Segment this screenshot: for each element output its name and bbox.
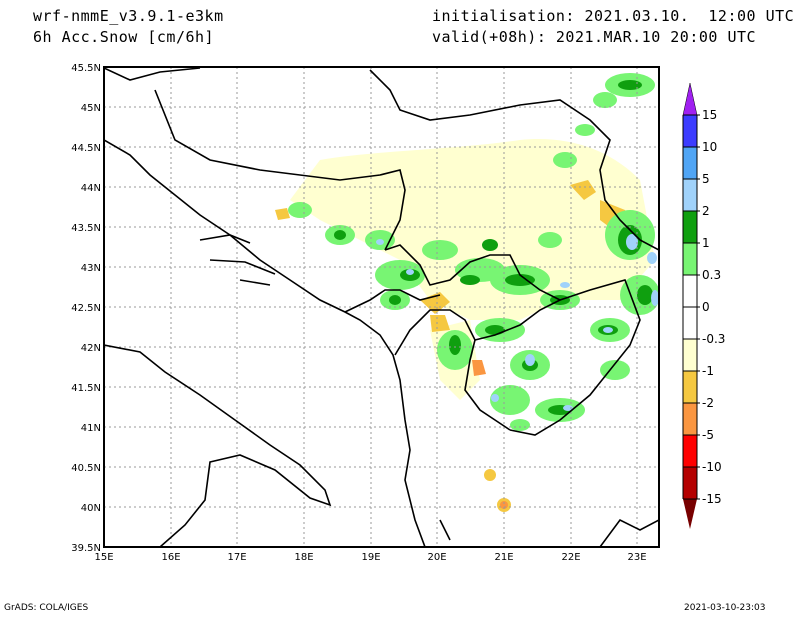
lon-label: 18E (294, 552, 313, 563)
colorbar-segment (683, 435, 697, 467)
lat-label: 43N (81, 263, 101, 274)
colorbar-label: -5 (702, 428, 714, 442)
lat-label: 45N (81, 103, 101, 114)
lat-label: 42N (81, 343, 101, 354)
lat-label: 40N (81, 503, 101, 514)
lat-label: 44.5N (71, 143, 101, 154)
lon-label: 20E (427, 552, 446, 563)
valid-time: valid(+08h): 2021.MAR.10 20:00 UTC (432, 28, 757, 46)
lat-label: 45.5N (71, 63, 101, 74)
lat-label: 41.5N (71, 383, 101, 394)
colorbar-label: -10 (702, 460, 722, 474)
model-title: wrf-nmmE_v3.9.1-e3km (33, 7, 224, 25)
variable-title: 6h Acc.Snow [cm/6h] (33, 28, 215, 46)
colorbar: 15 10 5 2 1 0.3 0 -0.3 -1 -2 -5 -10 -15 (682, 82, 725, 529)
colorbar-segment (683, 147, 697, 179)
lat-label: 42.5N (71, 303, 101, 314)
lon-label: 22E (561, 552, 580, 563)
footer-timestamp: 2021-03-10-23:03 (684, 603, 766, 613)
lat-label: 41N (81, 423, 101, 434)
initialisation-time: initialisation: 2021.03.10. 12:00 UTC (432, 7, 795, 25)
colorbar-top-arrow (682, 82, 698, 116)
footer-credit: GrADS: COLA/IGES (4, 603, 89, 613)
colorbar-label: 1 (702, 236, 710, 250)
colorbar-segment (683, 275, 697, 307)
map-frame (103, 66, 660, 548)
colorbar-segment (683, 211, 697, 243)
colorbar-label: -0.3 (702, 332, 725, 346)
lat-label: 44N (81, 183, 101, 194)
colorbar-label: -1 (702, 364, 714, 378)
lon-label: 23E (627, 552, 646, 563)
colorbar-label: 2 (702, 204, 710, 218)
coastlines-borders (104, 67, 659, 547)
grid-lines (104, 67, 659, 547)
colorbar-segment (683, 307, 697, 339)
colorbar-segment (683, 339, 697, 371)
lon-label: 16E (161, 552, 180, 563)
lat-label: 39.5N (71, 543, 101, 554)
colorbar-label: 0 (702, 300, 710, 314)
lon-label: 21E (494, 552, 513, 563)
lon-label: 17E (227, 552, 246, 563)
lon-label: 19E (361, 552, 380, 563)
colorbar-segment (683, 371, 697, 403)
snow-fields (275, 73, 659, 512)
colorbar-segment (683, 243, 697, 275)
lat-label: 43.5N (71, 223, 101, 234)
colorbar-segment (683, 467, 697, 499)
colorbar-segment (683, 115, 697, 147)
colorbar-label: 0.3 (702, 268, 721, 282)
colorbar-label: -2 (702, 396, 714, 410)
lon-label: 15E (94, 552, 113, 563)
colorbar-bottom-arrow (683, 499, 697, 529)
colorbar-label: 15 (702, 108, 717, 122)
lat-label: 40.5N (71, 463, 101, 474)
colorbar-label: -15 (702, 492, 722, 506)
colorbar-label: 10 (702, 140, 717, 154)
colorbar-label: 5 (702, 172, 710, 186)
colorbar-segment (683, 179, 697, 211)
colorbar-segment (683, 403, 697, 435)
